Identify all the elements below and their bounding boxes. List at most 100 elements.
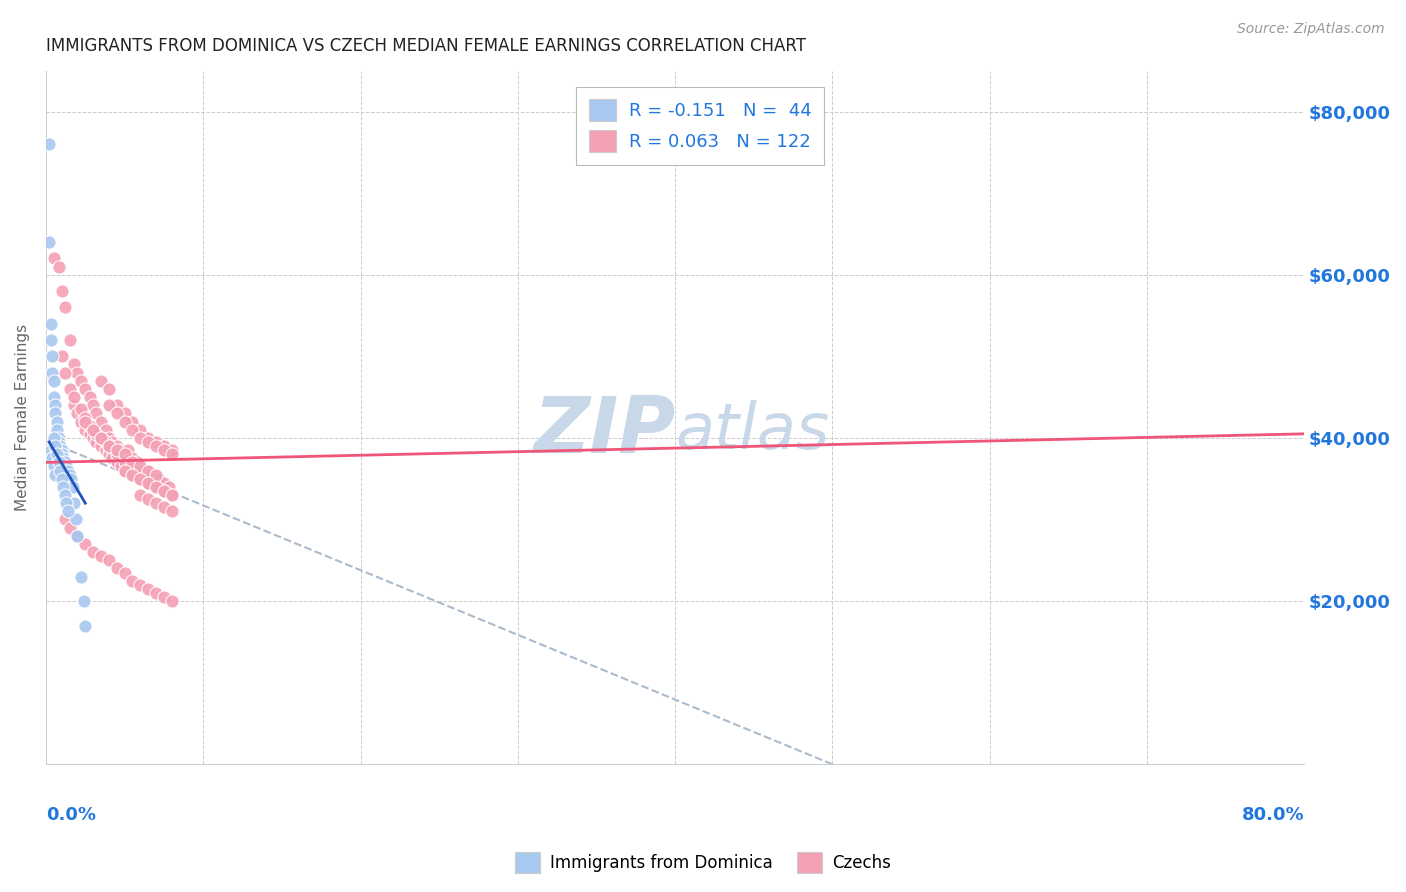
Text: 80.0%: 80.0% bbox=[1241, 805, 1305, 824]
Point bbox=[121, 423, 143, 437]
Point bbox=[90, 431, 112, 445]
Point bbox=[79, 426, 101, 441]
Point bbox=[121, 467, 143, 482]
Legend: R = -0.151   N =  44, R = 0.063   N = 122: R = -0.151 N = 44, R = 0.063 N = 122 bbox=[576, 87, 824, 165]
Point bbox=[129, 472, 152, 486]
Point bbox=[56, 464, 79, 478]
Point bbox=[129, 459, 152, 474]
Point bbox=[51, 349, 73, 363]
Point bbox=[66, 529, 89, 543]
Point bbox=[41, 451, 63, 466]
Point bbox=[84, 434, 107, 449]
Point bbox=[97, 447, 120, 461]
Point bbox=[114, 415, 136, 429]
Y-axis label: Median Female Earnings: Median Female Earnings bbox=[15, 324, 30, 511]
Point bbox=[153, 483, 176, 498]
Point bbox=[51, 443, 73, 458]
Point bbox=[160, 447, 183, 461]
Point bbox=[114, 566, 136, 580]
Point bbox=[51, 447, 73, 461]
Text: ZIP: ZIP bbox=[533, 393, 675, 469]
Point bbox=[53, 488, 76, 502]
Point bbox=[97, 553, 120, 567]
Point bbox=[75, 423, 97, 437]
Text: Source: ZipAtlas.com: Source: ZipAtlas.com bbox=[1237, 22, 1385, 37]
Point bbox=[84, 406, 107, 420]
Point bbox=[136, 582, 159, 596]
Point bbox=[114, 447, 136, 461]
Point bbox=[153, 590, 176, 604]
Point bbox=[63, 398, 86, 412]
Point bbox=[39, 443, 62, 458]
Point bbox=[44, 439, 66, 453]
Point bbox=[105, 443, 128, 458]
Point bbox=[160, 594, 183, 608]
Point bbox=[75, 537, 97, 551]
Point bbox=[105, 406, 128, 420]
Point bbox=[110, 443, 132, 458]
Point bbox=[42, 431, 65, 445]
Point bbox=[121, 451, 143, 466]
Point bbox=[114, 447, 136, 461]
Point bbox=[97, 431, 120, 445]
Point bbox=[129, 472, 152, 486]
Point bbox=[90, 549, 112, 564]
Point bbox=[53, 512, 76, 526]
Point bbox=[129, 423, 152, 437]
Point bbox=[153, 483, 176, 498]
Point bbox=[62, 480, 84, 494]
Point bbox=[136, 475, 159, 490]
Point bbox=[148, 472, 170, 486]
Point bbox=[145, 434, 167, 449]
Point bbox=[48, 434, 70, 449]
Point bbox=[82, 545, 104, 559]
Point bbox=[129, 464, 152, 478]
Point bbox=[46, 415, 69, 429]
Point bbox=[114, 464, 136, 478]
Point bbox=[55, 496, 77, 510]
Point bbox=[121, 574, 143, 588]
Point bbox=[153, 439, 176, 453]
Point bbox=[48, 431, 70, 445]
Point bbox=[145, 467, 167, 482]
Text: 0.0%: 0.0% bbox=[46, 805, 96, 824]
Point bbox=[129, 431, 152, 445]
Point bbox=[105, 455, 128, 469]
Point bbox=[90, 415, 112, 429]
Point bbox=[63, 390, 86, 404]
Text: atlas: atlas bbox=[675, 401, 830, 462]
Point bbox=[110, 459, 132, 474]
Point bbox=[97, 439, 120, 453]
Point bbox=[127, 455, 149, 469]
Point bbox=[53, 455, 76, 469]
Point bbox=[136, 464, 159, 478]
Point bbox=[101, 451, 124, 466]
Point bbox=[60, 472, 83, 486]
Point bbox=[48, 260, 70, 274]
Point bbox=[121, 415, 143, 429]
Point bbox=[66, 529, 89, 543]
Point bbox=[66, 406, 89, 420]
Point bbox=[105, 561, 128, 575]
Point bbox=[153, 500, 176, 515]
Point bbox=[90, 374, 112, 388]
Point bbox=[97, 439, 120, 453]
Point bbox=[41, 366, 63, 380]
Point bbox=[58, 521, 80, 535]
Point bbox=[51, 284, 73, 298]
Point bbox=[75, 415, 97, 429]
Point bbox=[84, 426, 107, 441]
Point bbox=[63, 358, 86, 372]
Point bbox=[48, 455, 70, 469]
Point bbox=[160, 443, 183, 458]
Point bbox=[114, 455, 136, 469]
Point bbox=[55, 459, 77, 474]
Point bbox=[63, 496, 86, 510]
Point bbox=[136, 492, 159, 507]
Point bbox=[65, 512, 87, 526]
Point bbox=[44, 467, 66, 482]
Point bbox=[136, 475, 159, 490]
Point bbox=[58, 333, 80, 347]
Point bbox=[145, 586, 167, 600]
Point bbox=[73, 594, 96, 608]
